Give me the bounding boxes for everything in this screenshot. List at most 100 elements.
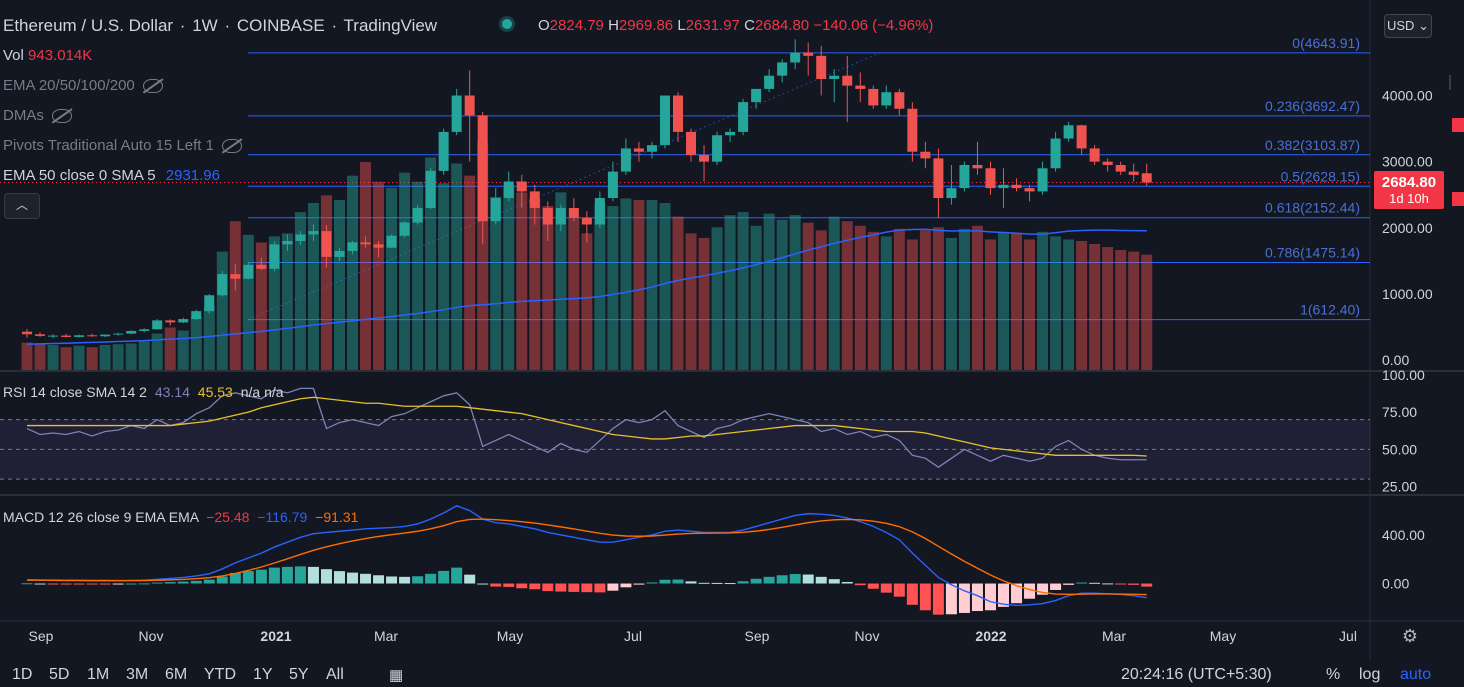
timeframe-5d[interactable]: 5D: [49, 666, 70, 683]
market-status-icon[interactable]: [502, 19, 512, 29]
candle-body: [803, 52, 814, 56]
volume-bar: [906, 239, 918, 370]
candle-body: [438, 131, 449, 171]
macd-histogram-bar: [542, 583, 554, 592]
macd-histogram-bar: [685, 581, 697, 584]
high-label: H: [608, 17, 619, 34]
timeframe-6m[interactable]: 6M: [165, 666, 188, 683]
macd-histogram-bar: [789, 574, 801, 584]
candle-body: [217, 274, 228, 296]
interval-label[interactable]: 1W: [192, 16, 218, 35]
macd-histogram-bar: [373, 575, 385, 584]
hidden-eye-icon[interactable]: [221, 139, 242, 154]
low-label: L: [677, 17, 686, 34]
volume-bar: [1141, 254, 1153, 370]
macd-histogram-bar: [998, 583, 1009, 607]
volume-bar: [477, 142, 489, 370]
macd-histogram-bar: [242, 571, 254, 584]
macd-histogram-bar: [815, 576, 827, 584]
volume-bar: [216, 251, 228, 370]
rsi-axis-tick: 100.00: [1382, 367, 1425, 383]
volume-bar: [190, 316, 202, 370]
hidden-eye-icon[interactable]: [142, 79, 163, 94]
x-axis-tick-label: Sep: [745, 628, 770, 644]
last-price-value: 2684.80: [1381, 174, 1437, 191]
hidden-eye-icon[interactable]: [51, 109, 72, 124]
ema50-legend[interactable]: EMA 50 close 0 SMA 5 2931.96: [3, 167, 220, 184]
fib-level-label: 0.618(2152.44): [1265, 200, 1360, 216]
volume-bar: [633, 199, 645, 370]
macd-histogram-bar: [73, 583, 85, 585]
macd-histogram-bar: [86, 583, 98, 585]
macd-histogram-bar: [229, 572, 241, 584]
ema-multi-legend[interactable]: EMA 20/50/100/200: [3, 77, 163, 94]
currency-label: USD: [1387, 18, 1415, 33]
volume-bar: [464, 175, 476, 370]
x-axis-tick-label: Jul: [1339, 628, 1357, 644]
symbol-name[interactable]: Ethereum / U.S. Dollar: [3, 16, 174, 35]
volume-bar: [203, 306, 215, 370]
chart-header: Ethereum / U.S. Dollar · 1W · COINBASE ·…: [3, 16, 439, 36]
x-axis-tick-label: Mar: [1102, 628, 1126, 644]
candle-body: [816, 55, 827, 79]
percent-toggle[interactable]: %: [1326, 666, 1341, 683]
timeframe-5y[interactable]: 5Y: [289, 666, 309, 683]
candle-body: [855, 85, 866, 89]
volume-bar: [125, 343, 137, 370]
dmas-label: DMAs: [3, 107, 44, 124]
pivots-legend[interactable]: Pivots Traditional Auto 15 Left 1: [3, 137, 242, 154]
candle-body: [386, 235, 397, 248]
date-range-icon[interactable]: ▦: [389, 667, 404, 684]
volume-bar: [1011, 233, 1023, 370]
auto-toggle[interactable]: auto: [1400, 666, 1432, 683]
log-toggle[interactable]: log: [1359, 666, 1381, 683]
candle-body: [712, 135, 723, 162]
timeframe-1d[interactable]: 1D: [12, 666, 33, 683]
volume-bar: [984, 239, 996, 370]
volume-bar: [789, 215, 801, 370]
rsi-legend[interactable]: RSI 14 close SMA 14 2 43.14 45.53 n/a n/…: [3, 384, 284, 400]
candle-body: [100, 334, 111, 337]
macd-histogram-bar: [99, 583, 111, 585]
macd-histogram-bar: [503, 583, 515, 587]
macd-legend[interactable]: MACD 12 26 close 9 EMA EMA −25.48 −116.7…: [3, 509, 358, 525]
clock[interactable]: 20:24:16 (UTC+5:30): [1121, 666, 1272, 683]
macd-histogram-bar: [750, 578, 762, 584]
collapse-legend-button[interactable]: ︿: [4, 193, 40, 219]
volume-bar: [164, 327, 176, 370]
volume-bar: [425, 157, 437, 370]
candle-body: [607, 171, 618, 199]
fib-trend-line: [247, 52, 881, 321]
low-value: 2631.97: [685, 17, 740, 34]
timeframe-ytd[interactable]: YTD: [204, 666, 236, 683]
candle-body: [673, 95, 683, 132]
x-axis-tick-label: May: [1210, 628, 1236, 644]
dmas-legend[interactable]: DMAs: [3, 107, 72, 124]
timeframe-1y[interactable]: 1Y: [253, 666, 273, 683]
macd-axis-tick: 0.00: [1382, 576, 1409, 592]
candle-body: [1037, 168, 1048, 192]
candle-body: [282, 241, 293, 245]
candle-body: [152, 320, 163, 330]
candle-body: [87, 335, 98, 337]
currency-button[interactable]: USD ⌄: [1384, 14, 1432, 38]
volume-bar: [828, 216, 840, 370]
timeframe-3m[interactable]: 3M: [126, 666, 149, 683]
macd-histogram-bar: [672, 579, 684, 584]
candle-body: [686, 131, 697, 156]
volume-bar: [659, 203, 671, 370]
volume-bar: [880, 236, 892, 370]
macd-histogram-bar: [555, 583, 567, 592]
candle-body: [1141, 173, 1152, 183]
timeframe-all[interactable]: All: [326, 666, 344, 683]
timeframe-1m[interactable]: 1M: [87, 666, 110, 683]
settings-gear-icon[interactable]: ⚙: [1402, 626, 1418, 646]
volume-bar: [646, 199, 658, 370]
volume-bar: [1089, 243, 1101, 370]
volume-legend[interactable]: Vol 943.014K: [3, 47, 92, 64]
price-axis-tick: 2000.00: [1382, 220, 1433, 236]
candle-body: [777, 62, 788, 76]
candle-body: [764, 75, 775, 89]
candle-body: [646, 145, 657, 152]
